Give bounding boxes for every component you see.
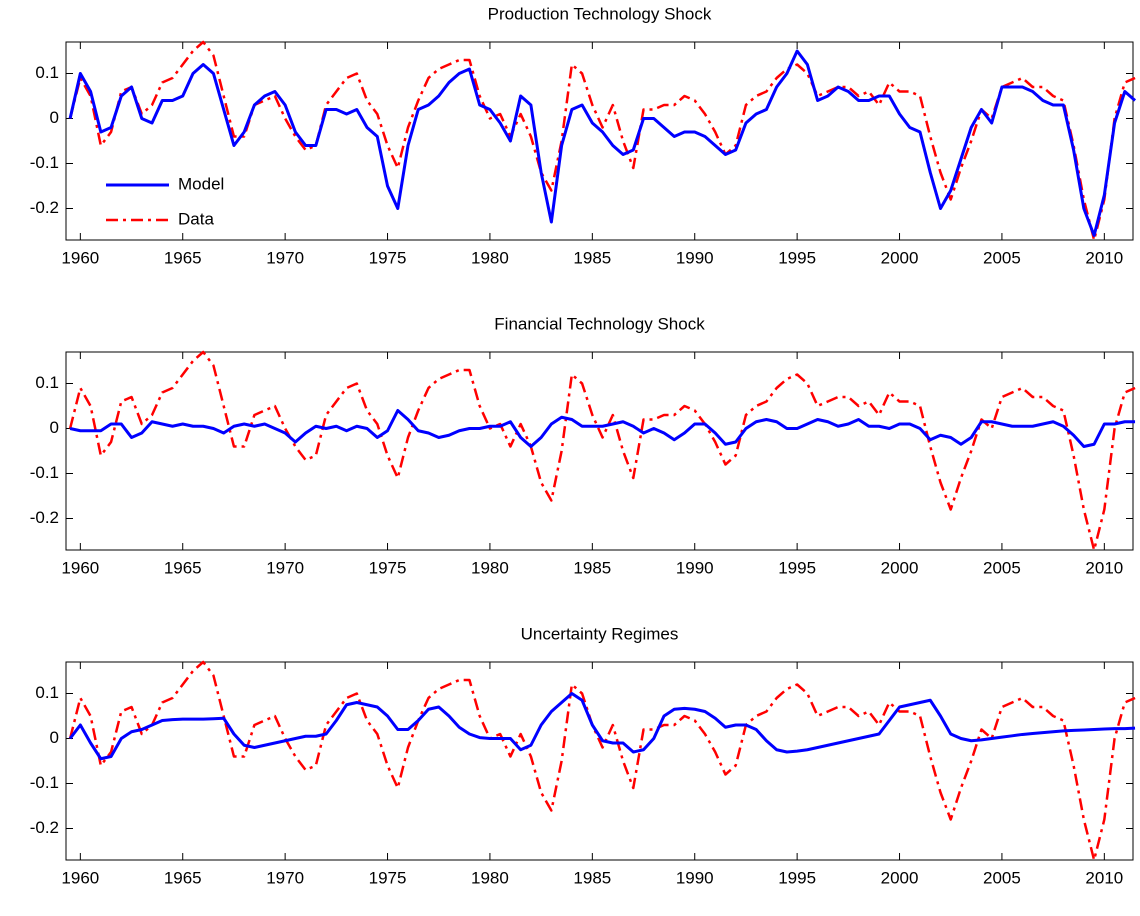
- chart-title: Financial Technology Shock: [494, 314, 705, 333]
- x-tick-label: 2010: [1085, 248, 1123, 267]
- y-tick-label: 0.1: [35, 63, 59, 82]
- x-tick-label: 1965: [164, 558, 202, 577]
- y-tick-label: 0: [50, 108, 59, 127]
- x-tick-label: 2005: [983, 868, 1021, 887]
- x-tick-label: 1970: [266, 248, 304, 267]
- x-tick-label: 1985: [573, 868, 611, 887]
- x-tick-label: 2000: [881, 248, 919, 267]
- y-tick-label: -0.1: [30, 153, 59, 172]
- data-line: [69, 409, 1136, 448]
- y-tick-label: 0: [50, 728, 59, 747]
- x-tick-label: 2000: [881, 558, 919, 577]
- x-tick-label: 1960: [61, 868, 99, 887]
- x-tick-label: 1975: [369, 558, 407, 577]
- data-line: [68, 49, 1137, 237]
- y-tick-label: -0.1: [30, 773, 59, 792]
- y-tick-label: -0.2: [30, 508, 59, 527]
- x-tick-label: 1990: [676, 248, 714, 267]
- x-tick-label: 1985: [573, 248, 611, 267]
- data-line: [68, 692, 1136, 761]
- x-tick-label: 1990: [676, 868, 714, 887]
- x-tick-label: 1985: [573, 558, 611, 577]
- x-tick-label: 1980: [471, 248, 509, 267]
- data-line: [68, 350, 1136, 552]
- x-tick-label: 2000: [881, 868, 919, 887]
- data-line: [68, 660, 1136, 862]
- x-tick-label: 1965: [164, 248, 202, 267]
- plot-frame: [65, 351, 1134, 551]
- chart-title: Uncertainty Regimes: [521, 624, 679, 643]
- x-tick-label: 1975: [369, 868, 407, 887]
- x-tick-label: 2005: [983, 558, 1021, 577]
- x-tick-label: 1975: [369, 248, 407, 267]
- x-tick-label: 1970: [266, 868, 304, 887]
- x-tick-label: 1960: [61, 248, 99, 267]
- chart-title: Production Technology Shock: [488, 4, 712, 23]
- y-tick-label: -0.1: [30, 463, 59, 482]
- plot-frame: [65, 661, 1134, 861]
- x-tick-label: 1995: [778, 868, 816, 887]
- x-tick-label: 1995: [778, 248, 816, 267]
- y-tick-label: 0.1: [35, 373, 59, 392]
- x-tick-label: 1980: [471, 868, 509, 887]
- plot-frame: [65, 41, 1134, 241]
- y-tick-label: -0.2: [30, 818, 59, 837]
- x-tick-label: 1995: [778, 558, 816, 577]
- x-tick-label: 2005: [983, 248, 1021, 267]
- x-tick-label: 2010: [1085, 558, 1123, 577]
- x-tick-label: 2010: [1085, 868, 1123, 887]
- legend-label: Data: [178, 209, 214, 228]
- x-tick-label: 1980: [471, 558, 509, 577]
- y-tick-label: 0: [50, 418, 59, 437]
- y-tick-label: 0.1: [35, 683, 59, 702]
- x-tick-label: 1960: [61, 558, 99, 577]
- y-tick-label: -0.2: [30, 198, 59, 217]
- legend-label: Model: [178, 174, 224, 193]
- x-tick-label: 1965: [164, 868, 202, 887]
- x-tick-label: 1970: [266, 558, 304, 577]
- x-tick-label: 1990: [676, 558, 714, 577]
- data-line: [68, 40, 1136, 242]
